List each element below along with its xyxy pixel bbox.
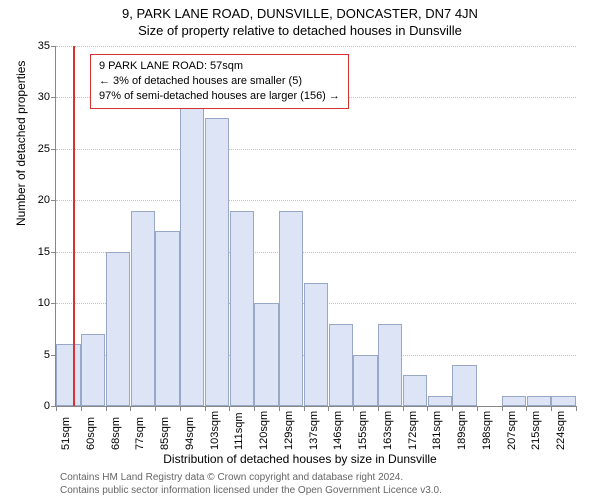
x-tick-mark [254, 406, 255, 411]
x-tick-mark [81, 406, 82, 411]
grid-line [56, 149, 576, 150]
bar [56, 344, 80, 406]
y-tick-mark [51, 252, 56, 253]
annotation-line-2: ← 3% of detached houses are smaller (5) [99, 74, 340, 89]
x-tick-label: 137sqm [308, 411, 320, 450]
x-tick-mark [477, 406, 478, 411]
y-tick-label: 20 [26, 194, 50, 206]
y-tick-mark [51, 97, 56, 98]
bar [180, 108, 204, 406]
x-tick-mark [427, 406, 428, 411]
page-subtitle: Size of property relative to detached ho… [0, 23, 600, 38]
x-tick-mark [502, 406, 503, 411]
x-tick-label: 77sqm [134, 417, 146, 450]
x-tick-mark [452, 406, 453, 411]
annotation-box: 9 PARK LANE ROAD: 57sqm← 3% of detached … [90, 54, 349, 109]
x-tick-label: 94sqm [184, 417, 196, 450]
x-tick-label: 224sqm [555, 411, 567, 450]
bar [329, 324, 353, 406]
x-tick-label: 155sqm [357, 411, 369, 450]
x-tick-label: 207sqm [506, 411, 518, 450]
annotation-line-1: 9 PARK LANE ROAD: 57sqm [99, 59, 340, 74]
x-tick-mark [576, 406, 577, 411]
bar [378, 324, 402, 406]
bar [304, 283, 328, 406]
y-tick-label: 10 [26, 297, 50, 309]
bar [254, 303, 278, 406]
chart: 0510152025303551sqm60sqm68sqm77sqm85sqm9… [55, 46, 575, 406]
x-tick-mark [403, 406, 404, 411]
x-tick-label: 60sqm [85, 417, 97, 450]
y-tick-label: 35 [26, 40, 50, 52]
x-tick-mark [378, 406, 379, 411]
x-tick-label: 111sqm [233, 412, 245, 450]
grid-line [56, 46, 576, 47]
y-tick-mark [51, 303, 56, 304]
y-tick-label: 30 [26, 91, 50, 103]
bar [527, 396, 551, 406]
x-tick-label: 163sqm [382, 411, 394, 450]
x-axis-label: Distribution of detached houses by size … [0, 452, 600, 466]
footer-line-2: Contains public sector information licen… [60, 485, 442, 498]
bar [428, 396, 452, 406]
y-tick-mark [51, 149, 56, 150]
x-tick-mark [155, 406, 156, 411]
page-title: 9, PARK LANE ROAD, DUNSVILLE, DONCASTER,… [0, 6, 600, 21]
x-tick-mark [328, 406, 329, 411]
x-tick-mark [304, 406, 305, 411]
bar [131, 211, 155, 406]
y-tick-label: 15 [26, 246, 50, 258]
x-tick-label: 68sqm [110, 417, 122, 450]
y-tick-label: 25 [26, 143, 50, 155]
x-tick-label: 51sqm [60, 417, 72, 450]
grid-line [56, 200, 576, 201]
x-tick-label: 189sqm [456, 411, 468, 450]
bar [205, 118, 229, 406]
x-tick-mark [526, 406, 527, 411]
x-tick-label: 172sqm [407, 411, 419, 450]
x-tick-label: 181sqm [431, 411, 443, 450]
bar [230, 211, 254, 406]
x-tick-label: 103sqm [209, 411, 221, 450]
x-tick-mark [56, 406, 57, 411]
y-tick-label: 5 [26, 349, 50, 361]
x-tick-mark [130, 406, 131, 411]
bar [81, 334, 105, 406]
x-tick-label: 146sqm [332, 411, 344, 450]
x-tick-mark [551, 406, 552, 411]
property-marker-line [73, 46, 75, 406]
annotation-line-3: 97% of semi-detached houses are larger (… [99, 89, 340, 104]
x-tick-mark [106, 406, 107, 411]
bar [279, 211, 303, 406]
bar [502, 396, 526, 406]
x-tick-mark [229, 406, 230, 411]
y-tick-mark [51, 46, 56, 47]
bar [106, 252, 130, 406]
x-tick-mark [279, 406, 280, 411]
x-tick-label: 120sqm [258, 411, 270, 450]
x-tick-mark [180, 406, 181, 411]
bar [155, 231, 179, 406]
y-tick-label: 0 [26, 400, 50, 412]
footer-attribution: Contains HM Land Registry data © Crown c… [60, 472, 442, 497]
bar [353, 355, 377, 406]
y-tick-mark [51, 200, 56, 201]
bar [551, 396, 575, 406]
footer-line-1: Contains HM Land Registry data © Crown c… [60, 472, 442, 485]
x-tick-mark [205, 406, 206, 411]
x-tick-label: 198sqm [481, 411, 493, 450]
x-tick-label: 85sqm [159, 417, 171, 450]
bar [452, 365, 476, 406]
x-tick-label: 215sqm [530, 411, 542, 450]
x-tick-label: 129sqm [283, 411, 295, 450]
bar [403, 375, 427, 406]
x-tick-mark [353, 406, 354, 411]
